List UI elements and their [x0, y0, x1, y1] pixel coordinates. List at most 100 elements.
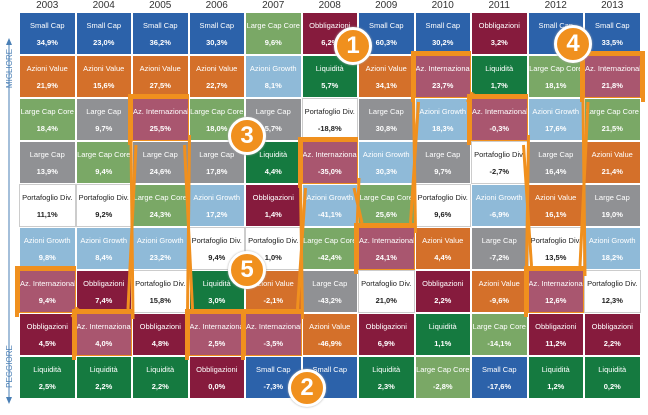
cell-label: Az. Internazionali	[20, 279, 75, 288]
cell-azioni-growth-2003: Azioni Growth 9,8%	[19, 227, 76, 270]
cell-portafoglio-div-2004: Portafoglio Div. 9,2%	[75, 184, 132, 227]
cell-obbligazioni-2004: Obbligazioni 7,4%	[75, 270, 132, 313]
cell-label: Az. Internazionali	[76, 322, 132, 331]
cell-label: Large Cap	[142, 150, 178, 159]
connector-line	[525, 134, 530, 273]
cell-label: Azioni Growth	[419, 107, 467, 116]
cell-label: Az. Internazionali	[415, 64, 471, 73]
cell-value: 18,0%	[206, 124, 228, 133]
cell-large-cap-2011: Large Cap -7,2%	[471, 227, 528, 270]
cell-label: Obbligazioni	[196, 365, 238, 374]
cell-value: 9,2%	[95, 210, 113, 219]
cell-azioni-value-2009: Azioni Value 34,1%	[358, 55, 415, 98]
cell-value: 11,2%	[545, 339, 567, 348]
cell-label: Liquidità	[541, 365, 570, 374]
cell-value: 17,6%	[545, 124, 567, 133]
cell-label: Large Cap Core	[529, 64, 583, 73]
cell-label: Azioni Growth	[80, 236, 128, 245]
cell-small-cap-2010: Small Cap 30,2%	[414, 12, 471, 55]
cell-value: -35,0%	[317, 167, 342, 176]
cell-label: Small Cap	[481, 365, 517, 374]
cell-large-cap-core-2010: Large Cap Core -2,8%	[414, 356, 471, 399]
cell-label: Liquidità	[202, 279, 231, 288]
cell-value: 21,9%	[36, 81, 58, 90]
cell-label: Azioni Growth	[193, 193, 241, 202]
cell-value: 2,2%	[434, 296, 452, 305]
year-header-2010: 2010	[431, 0, 454, 11]
cell-label: Azioni Value	[252, 279, 294, 288]
cell-label: Large Cap	[312, 279, 348, 288]
cell-label: Obbligazioni	[422, 279, 464, 288]
cell-label: Small Cap	[312, 365, 348, 374]
cell-value: -7,3%	[263, 382, 284, 391]
cell-label: Portafoglio Div.	[248, 236, 299, 245]
cell-label: Azioni Growth	[23, 236, 71, 245]
cell-value: 9,8%	[38, 253, 56, 262]
cell-value: 27,5%	[149, 81, 171, 90]
cell-label: Large Cap	[481, 236, 517, 245]
cell-azioni-value-2013: Azioni Value 21,4%	[584, 141, 641, 184]
cell-value: 25,6%	[375, 210, 397, 219]
cell-label: Large Cap Core	[472, 322, 526, 331]
cell-value: 16,1%	[545, 210, 567, 219]
cell-label: Azioni Value	[26, 64, 68, 73]
cell-label: Portafoglio Div.	[304, 107, 355, 116]
cell-large-cap-2006: Large Cap 17,8%	[188, 141, 245, 184]
cell-value: 2,5%	[208, 339, 226, 348]
cell-label: Large Cap Core	[359, 193, 413, 202]
cell-label: Large Cap Core	[20, 107, 74, 116]
cell-value: 3,0%	[208, 296, 226, 305]
cell-value: 34,9%	[36, 38, 58, 47]
cell-azioni-value-2011: Azioni Value -9,6%	[471, 270, 528, 313]
cell-value: 36,2%	[149, 38, 171, 47]
cell-small-cap-2013: Small Cap 33,5%	[584, 12, 641, 55]
cell-label: Portafoglio Div.	[135, 279, 186, 288]
cell-portafoglio-div-2009: Portafoglio Div. 21,0%	[358, 270, 415, 313]
cell-azioni-growth-2011: Azioni Growth -6,9%	[471, 184, 528, 227]
cell-az-internazionali-2009: Az. Internazionali 24,1%	[358, 227, 415, 270]
cell-value: -9,6%	[489, 296, 510, 305]
connector-line	[299, 181, 304, 320]
cell-value: 15,8%	[149, 296, 171, 305]
cell-label: Large Cap	[86, 107, 122, 116]
cell-large-cap-2004: Large Cap 9,7%	[75, 98, 132, 141]
arrow-down-icon	[6, 397, 12, 404]
cell-label: Azioni Value	[309, 322, 351, 331]
year-header-2008: 2008	[318, 0, 341, 11]
cell-value: -14,1%	[487, 339, 512, 348]
cell-azioni-growth-2009: Azioni Growth 30,3%	[358, 141, 415, 184]
cell-label: Large Cap Core	[190, 107, 244, 116]
connector-line	[412, 95, 417, 234]
cell-azioni-growth-2005: Azioni Growth 23,2%	[132, 227, 189, 270]
cell-value: -7,2%	[489, 253, 510, 262]
cell-value: 24,6%	[149, 167, 171, 176]
cell-value: 9,6%	[434, 210, 452, 219]
cell-value: 1,0%	[264, 253, 282, 262]
cell-liquidita-2013: Liquidità 0,2%	[584, 356, 641, 399]
cell-value: -41,1%	[317, 210, 342, 219]
cell-label: Portafoglio Div.	[22, 193, 73, 202]
cell-value: 18,1%	[545, 81, 567, 90]
cell-label: Large Cap	[199, 150, 235, 159]
cell-label: Large Cap Core	[246, 21, 300, 30]
cell-small-cap-2006: Small Cap 30,3%	[188, 12, 245, 55]
cell-large-cap-core-2005: Large Cap Core 24,3%	[132, 184, 189, 227]
cell-value: 1,4%	[264, 210, 282, 219]
cell-value: 6,2%	[321, 38, 339, 47]
cell-azioni-growth-2013: Azioni Growth 18,2%	[584, 227, 641, 270]
cell-value: 13,5%	[545, 253, 567, 262]
cell-value: -2,7%	[489, 167, 510, 176]
cell-small-cap-2003: Small Cap 34,9%	[19, 12, 76, 55]
cell-azioni-value-2010: Azioni Value 4,4%	[414, 227, 471, 270]
cell-label: Liquidità	[428, 322, 457, 331]
cell-value: 4,0%	[95, 339, 113, 348]
cell-label: Obbligazioni	[478, 21, 520, 30]
cell-value: 21,0%	[375, 296, 397, 305]
cell-value: 21,8%	[601, 81, 623, 90]
cell-value: -6,9%	[489, 210, 510, 219]
connector-line	[73, 306, 78, 316]
cell-obbligazioni-2006: Obbligazioni 0,0%	[188, 356, 245, 399]
cell-value: 4,8%	[151, 339, 169, 348]
cell-label: Portafoglio Div.	[474, 150, 525, 159]
